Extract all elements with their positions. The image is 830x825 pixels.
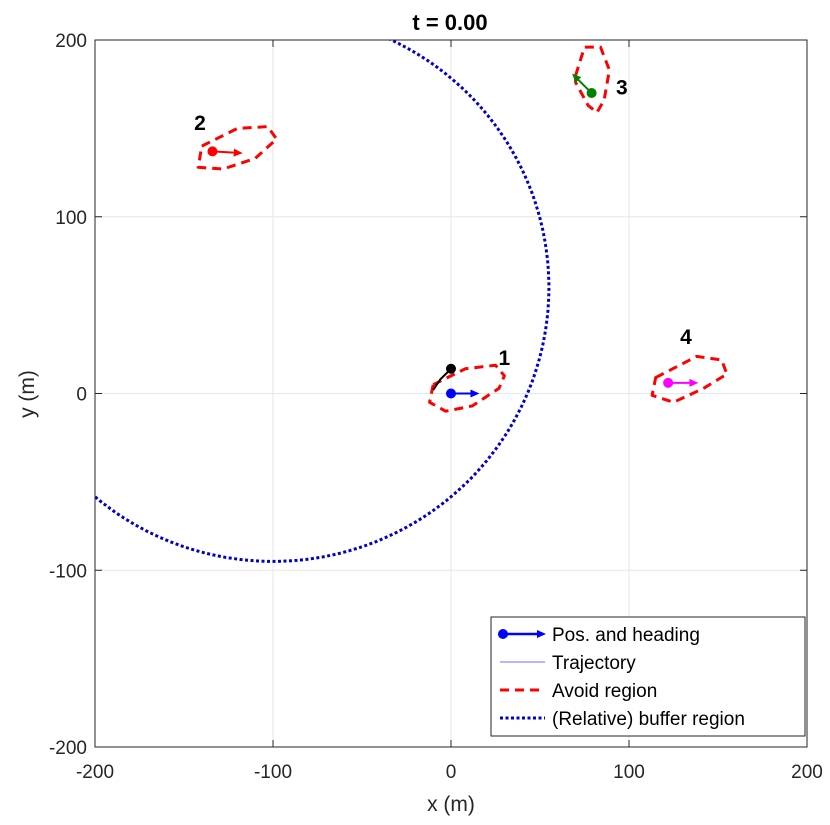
x-tick-label: 0 (446, 762, 457, 783)
position-marker (586, 88, 597, 99)
avoid-region (650, 354, 729, 404)
chart-title: t = 0.00 (412, 10, 487, 35)
legend: Pos. and heading Trajectory Avoid region (R… (490, 616, 806, 737)
x-tick-label: 200 (791, 762, 823, 783)
legend-item: (Relative) buffer region (500, 709, 745, 730)
trajectory-line (432, 368, 452, 391)
x-axis-label: x (m) (427, 793, 475, 816)
heading-arrow-head (470, 389, 480, 398)
legend-marker (498, 629, 508, 639)
vehicle-label: 1 (499, 347, 511, 370)
legend-box (490, 616, 806, 737)
tick-labels: -200 -100 0 100 200 -200 -100 0 100 200 (49, 31, 823, 783)
y-tick-label: 200 (55, 31, 87, 52)
legend-item: Trajectory (500, 653, 636, 674)
vehicle-4: 4 (663, 326, 699, 388)
heading-arrow-head (689, 378, 699, 387)
position-marker (446, 388, 456, 399)
vehicle-2: 2 (194, 112, 243, 157)
x-tick-label: -200 (76, 762, 114, 783)
y-tick-label: 0 (76, 385, 87, 406)
legend-item: Avoid region (500, 681, 657, 702)
legend-label: (Relative) buffer region (552, 709, 745, 730)
legend-arrow (503, 630, 546, 638)
avoid-region (428, 363, 506, 413)
vehicles: 1 2 3 4 (194, 73, 699, 399)
vehicle-label: 4 (680, 326, 692, 349)
avoid-region (574, 45, 611, 114)
y-tick-label: -100 (49, 561, 87, 582)
heading-arrow-head (233, 148, 243, 157)
vehicle-3: 3 (572, 73, 628, 100)
trajectory (432, 363, 456, 391)
buffer-region-curve (95, 40, 551, 563)
legend-label: Avoid region (552, 681, 657, 702)
x-tick-label: 100 (613, 762, 645, 783)
y-tick-label: 100 (55, 208, 87, 229)
vehicle-label: 3 (616, 77, 628, 100)
vehicle-1: 1 (446, 347, 511, 399)
vehicle-label: 2 (194, 112, 206, 135)
y-axis-label: y (m) (16, 370, 39, 418)
legend-item: Pos. and heading (498, 625, 700, 646)
tick-marks (94, 39, 808, 748)
legend-arrow-head (537, 630, 546, 638)
avoid-region (196, 125, 279, 171)
position-marker (663, 377, 674, 388)
heading-arrow-head (572, 73, 582, 83)
x-tick-label: -100 (254, 762, 292, 783)
legend-label: Pos. and heading (552, 625, 700, 646)
legend-label: Trajectory (552, 653, 636, 674)
y-tick-label: -200 (49, 738, 87, 759)
avoid-regions (196, 45, 729, 413)
trajectory-marker (446, 363, 456, 374)
position-marker (207, 146, 218, 157)
